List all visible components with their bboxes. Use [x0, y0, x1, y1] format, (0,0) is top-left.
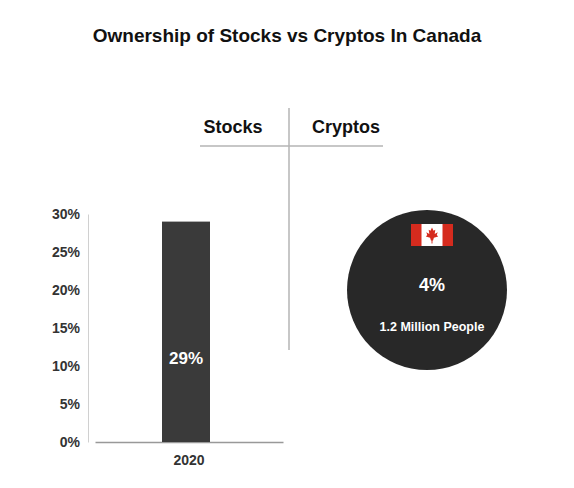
y-tick: 20% — [52, 282, 88, 298]
maple-leaf — [426, 227, 438, 243]
data-label: 4% — [419, 275, 445, 295]
y-tick-label: 5% — [60, 396, 81, 412]
annotation: 1.2 Million People — [380, 320, 485, 334]
chart-canvas: Ownership of Stocks vs Cryptos In Canada… — [0, 0, 574, 488]
flag-field — [411, 224, 453, 246]
y-tick-label: 15% — [52, 320, 81, 336]
y-tick-label: 0% — [60, 434, 81, 450]
y-tick: 25% — [52, 244, 88, 260]
panel-divider — [288, 108, 290, 350]
y-tick-label: 10% — [52, 358, 81, 374]
y-axis-line — [88, 215, 89, 443]
flag-icon — [411, 224, 453, 246]
panel-header: Stocks — [203, 117, 262, 137]
y-tick-label: 25% — [52, 244, 81, 260]
y-tick: 5% — [60, 396, 88, 412]
header-rule — [200, 145, 383, 147]
y-tick: 30% — [52, 206, 88, 222]
y-axis: 0% 5% 10% 15% 20% 25% 30% — [52, 206, 89, 450]
y-tick: 0% — [60, 434, 88, 450]
value-circle — [347, 210, 507, 370]
x-tick-label: 2020 — [173, 452, 204, 468]
y-tick: 10% — [52, 358, 88, 374]
y-tick-label: 20% — [52, 282, 81, 298]
bar — [162, 222, 210, 442]
x-axis: 2020 — [96, 442, 284, 468]
panel-header: Cryptos — [312, 117, 380, 137]
circle-panel — [347, 210, 507, 370]
bars — [162, 222, 210, 442]
chart-title: Ownership of Stocks vs Cryptos In Canada — [93, 25, 482, 46]
data-label: 29% — [169, 349, 203, 368]
x-tick: 2020 — [173, 442, 204, 468]
y-tick: 15% — [52, 320, 88, 336]
flag-band — [443, 224, 454, 246]
flag-band — [411, 224, 422, 246]
y-tick-label: 30% — [52, 206, 81, 222]
